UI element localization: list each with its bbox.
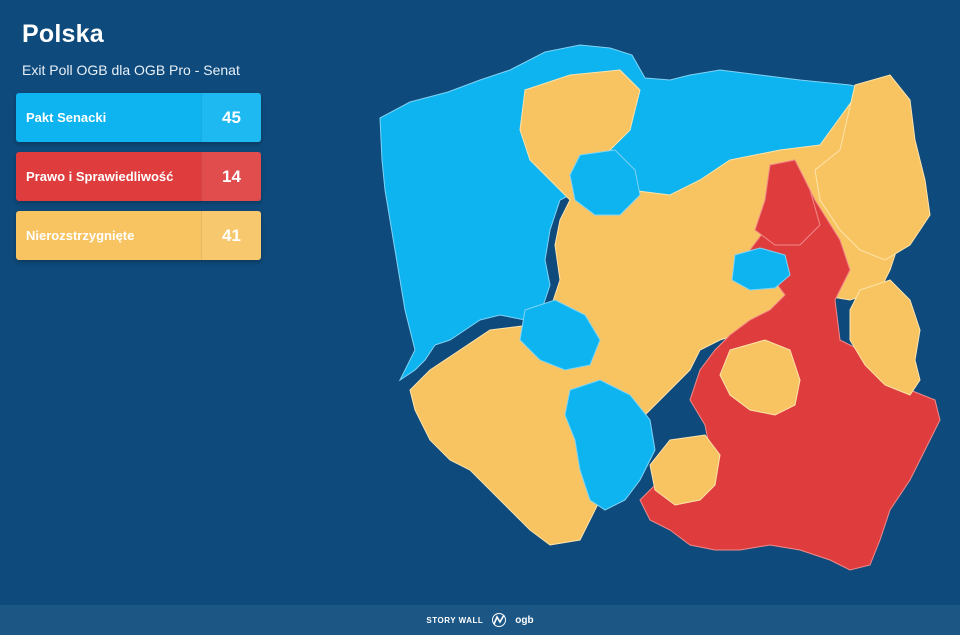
page-subtitle: Exit Poll OGB dla OGB Pro - Senat xyxy=(22,62,240,78)
legend-item-nierozstrzygniete[interactable]: Nierozstrzygnięte 41 xyxy=(16,211,261,260)
legend-label: Nierozstrzygnięte xyxy=(26,228,135,243)
footer-logo-text: ogb xyxy=(515,614,534,626)
map-region-south-blue[interactable] xyxy=(564,379,656,511)
legend-label: Prawo i Sprawiedliwość xyxy=(26,169,174,184)
legend-item-pis[interactable]: Prawo i Sprawiedliwość 14 xyxy=(16,152,261,201)
footer: STORY WALL ogb xyxy=(0,605,960,635)
legend-label: Pakt Senacki xyxy=(26,110,107,125)
footer-brand: STORY WALL xyxy=(426,615,484,625)
map-region-east-yellow[interactable] xyxy=(849,279,921,396)
page-title: Polska xyxy=(22,20,104,48)
map-region-northeast-red[interactable] xyxy=(754,159,821,246)
ogb-logo-icon xyxy=(492,613,507,627)
legend: Pakt Senacki 45 Prawo i Sprawiedliwość 1… xyxy=(16,93,261,270)
legend-count: 14 xyxy=(201,152,261,201)
map-region-central-blue[interactable] xyxy=(519,299,601,371)
map-region-south-pocket[interactable] xyxy=(649,434,721,506)
map-region-east-pocket[interactable] xyxy=(719,339,801,416)
map-region-northeast[interactable] xyxy=(814,74,931,261)
legend-count: 41 xyxy=(201,211,261,260)
poland-map-svg[interactable] xyxy=(370,30,950,585)
map-region-north-blue[interactable] xyxy=(569,149,641,216)
poland-map[interactable] xyxy=(370,30,950,585)
legend-count: 45 xyxy=(201,93,261,142)
legend-item-pakt-senacki[interactable]: Pakt Senacki 45 xyxy=(16,93,261,142)
map-region-warsaw[interactable] xyxy=(731,247,791,291)
